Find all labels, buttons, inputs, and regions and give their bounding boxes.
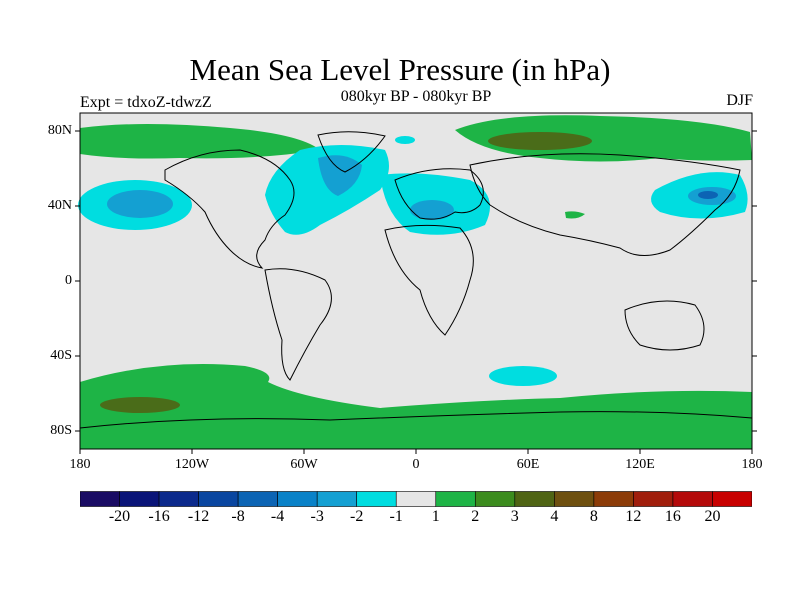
colorbar-label: 1 — [431, 508, 440, 525]
lat-label-80n: 80N — [47, 123, 72, 138]
colorbar-label: 20 — [704, 508, 721, 525]
lat-label-0: 0 — [65, 273, 72, 288]
lon-label-120w: 120W — [174, 457, 210, 472]
lat-label-40n: 40N — [47, 198, 72, 213]
plot-title: Mean Sea Level Pressure (in hPa) — [189, 52, 611, 87]
colorbar-label: -8 — [231, 508, 245, 525]
colorbar-swatch — [554, 491, 595, 507]
colorbar-swatch — [80, 491, 120, 507]
colorbar-label: -12 — [187, 508, 210, 525]
coastlines — [79, 131, 753, 429]
colorbar-label: 4 — [550, 508, 559, 525]
colorbar-swatch — [435, 491, 476, 507]
map-frame — [79, 112, 753, 450]
colorbar-swatch — [712, 491, 752, 507]
colorbar-label: 3 — [510, 508, 519, 525]
colorbar-swatch — [237, 491, 278, 507]
colorbar-swatch — [633, 491, 674, 507]
colorbar-label: -16 — [148, 508, 170, 525]
colorbar-label: -2 — [350, 508, 364, 525]
colorbar-swatch — [119, 491, 160, 507]
colorbar-label: 2 — [471, 508, 480, 525]
lon-label-180e: 180 — [741, 457, 763, 472]
colorbar-label: 12 — [625, 508, 642, 525]
colorbar-swatch — [514, 491, 555, 507]
negative-anomaly-regions — [78, 136, 748, 386]
colorbar-swatch — [474, 491, 516, 507]
colorbar-swatch — [593, 491, 634, 507]
colorbar-swatch — [198, 491, 239, 507]
lat-label-80s: 80S — [50, 423, 72, 438]
lon-label-120e: 120E — [625, 457, 655, 472]
tick-marks — [75, 130, 757, 454]
plot-subtitle: 080kyr BP - 080kyr BP — [340, 88, 492, 105]
colorbar-label: -3 — [310, 508, 324, 525]
colorbar-label: -1 — [389, 508, 403, 525]
colorbar-swatch — [672, 491, 713, 507]
colorbar-swatch — [277, 491, 318, 507]
colorbar-label: 8 — [589, 508, 598, 525]
colorbar-label: -20 — [108, 508, 131, 525]
colorbar-swatch — [395, 491, 437, 507]
lat-label-40s: 40S — [50, 348, 72, 363]
lon-label-180w: 180 — [69, 457, 91, 472]
colorbar-swatch — [158, 491, 199, 507]
positive-anomaly-regions — [80, 115, 752, 449]
colorbar-label: 16 — [664, 508, 681, 525]
experiment-label: Expt = tdxoZ-tdwzZ — [80, 94, 212, 111]
colorbar — [80, 491, 752, 507]
colorbar-swatch — [316, 491, 358, 507]
lon-label-60e: 60E — [516, 457, 540, 472]
lon-label-0: 0 — [412, 457, 420, 472]
colorbar-label: -4 — [270, 508, 285, 525]
colorbar-swatch — [356, 491, 397, 507]
season-label: DJF — [726, 92, 753, 109]
lon-label-60w: 60W — [290, 457, 318, 472]
